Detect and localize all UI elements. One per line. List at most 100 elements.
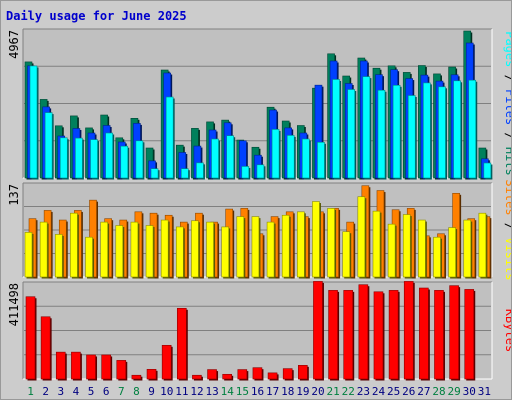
pages-bar (392, 85, 401, 179)
pages-bar (90, 139, 98, 179)
kbytes-bar (373, 291, 384, 380)
x-tick-label: 4 (73, 385, 80, 398)
sites-bar (418, 219, 426, 278)
kbytes-bar (146, 369, 157, 380)
pages-bar (453, 80, 461, 179)
requests-max-label: 4967 (7, 30, 21, 59)
kbytes-bar (71, 351, 81, 380)
sites-bar (251, 216, 260, 278)
kbytes-bar (176, 307, 187, 380)
pages-bar (180, 168, 189, 179)
kbytes-bar (313, 281, 323, 380)
sites-bar (478, 212, 487, 278)
kbytes-max-label: 411498 (7, 283, 21, 326)
sites-bar (448, 227, 456, 278)
sites-bar (70, 212, 78, 278)
visits-max-label: 137 (7, 184, 21, 206)
legend-visits: Visits (503, 237, 511, 280)
x-tick-label: 30 (463, 385, 476, 398)
pages-bar (135, 140, 144, 179)
kbytes-bar (252, 367, 263, 380)
kbytes-bar (192, 374, 202, 380)
kbytes-bar (388, 290, 399, 380)
sites-bar (206, 221, 214, 278)
sites-bar (372, 210, 381, 278)
sites-bar (281, 214, 290, 278)
sites-bar (115, 225, 124, 278)
pages-bar (59, 137, 68, 179)
kbytes-legend: KBytes (503, 309, 511, 352)
pages-bar (377, 89, 386, 179)
sites-bar (221, 226, 229, 278)
visits-legend: Sites / Visits (503, 179, 511, 280)
legend-separator: / (503, 67, 511, 89)
pages-bar (286, 135, 295, 179)
pages-bar (271, 129, 280, 179)
x-tick-label: 17 (266, 385, 279, 398)
pages-bar (407, 95, 416, 179)
kbytes-bar (343, 290, 354, 380)
pages-bar (468, 79, 477, 179)
pages-bar (44, 112, 53, 179)
x-tick-label: 6 (103, 385, 110, 398)
x-tick-label: 1 (27, 385, 34, 398)
x-tick-label: 7 (118, 385, 125, 398)
pages-bar (196, 162, 204, 179)
pages-bar (302, 138, 310, 179)
legend-files: Files (503, 89, 511, 125)
legend-separator: / (503, 125, 511, 147)
pages-bar (423, 82, 431, 179)
sites-bar (327, 208, 335, 278)
kbytes-bar (116, 360, 127, 380)
sites-bar (100, 221, 108, 278)
sites-bar (236, 216, 245, 278)
sites-bar (266, 221, 275, 278)
sites-bar (402, 214, 411, 278)
legend-kbytes: KBytes (503, 309, 511, 352)
sites-bar (387, 223, 396, 278)
kbytes-bar (434, 290, 444, 380)
pages-bar (120, 145, 129, 179)
x-tick-label: 12 (190, 385, 203, 398)
kbytes-bar (25, 296, 36, 380)
sites-bar (297, 211, 305, 278)
kbytes-bar (237, 369, 248, 380)
kbytes-bar (358, 284, 369, 380)
chart-title: Daily usage for June 2025 (6, 9, 187, 23)
sites-bar (191, 220, 199, 278)
pages-bar (332, 79, 340, 179)
pages-bar (256, 164, 265, 179)
x-tick-label: 18 (281, 385, 294, 398)
x-tick-label: 29 (448, 385, 461, 398)
pages-bar (362, 76, 371, 179)
pages-bar (438, 86, 446, 179)
pages-bar (226, 135, 234, 179)
pages-bar (105, 132, 113, 179)
pages-bar (483, 162, 492, 179)
kbytes-bar (101, 354, 111, 380)
x-tick-label: 15 (236, 385, 249, 398)
pages-bar (211, 138, 219, 179)
sites-bar (145, 225, 154, 278)
x-tick-label: 16 (251, 385, 264, 398)
pages-bar (75, 137, 83, 179)
kbytes-bar (328, 290, 338, 380)
kbytes-bar (55, 351, 66, 380)
pages-bar (29, 65, 38, 179)
kbytes-bar (161, 344, 172, 380)
kbytes-bar (131, 374, 142, 380)
kbytes-bar (207, 369, 217, 380)
x-tick-label: 24 (372, 385, 386, 398)
x-tick-label: 2 (42, 385, 49, 398)
sites-bar (175, 226, 184, 278)
x-tick-label: 25 (387, 385, 400, 398)
kbytes-bar (282, 368, 293, 380)
sites-bar (357, 196, 366, 278)
sites-bar (130, 221, 139, 278)
kbytes-bar (267, 372, 278, 380)
pages-bar (165, 96, 174, 179)
kbytes-bar (222, 373, 232, 380)
kbytes-bar (298, 365, 308, 380)
